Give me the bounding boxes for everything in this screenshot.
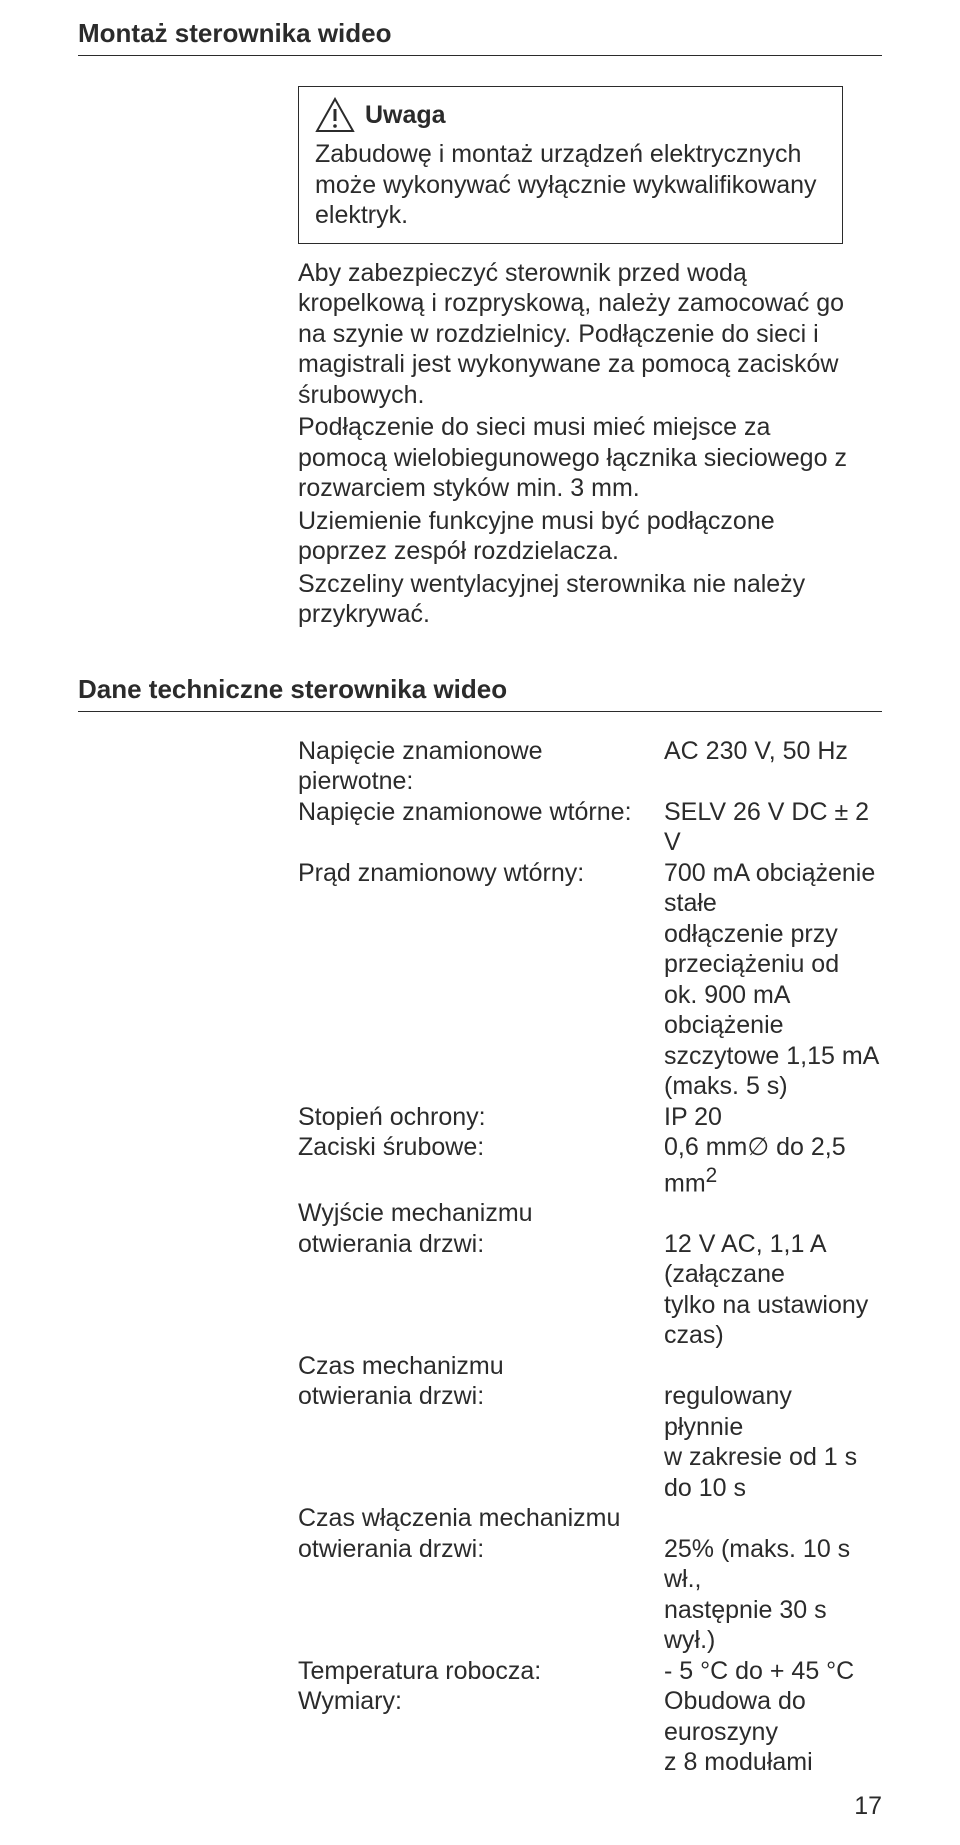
spec-row-door-time: Czas mechanizmu: [298, 1351, 878, 1382]
spec-label: otwierania drzwi:: [298, 1381, 664, 1442]
warning-label: Uwaga: [365, 101, 446, 130]
spec-value: [664, 1198, 878, 1229]
spec-value: IP 20: [664, 1102, 878, 1133]
spec-row-door-on-time: Czas włączenia mechanizmu: [298, 1503, 878, 1534]
spec-row-protection: Stopień ochrony: IP 20: [298, 1102, 878, 1133]
body-paragraph: Aby zabezpieczyć sterownik przed wodą kr…: [298, 258, 858, 411]
spec-label: Napięcie znamionowe pierwotne:: [298, 736, 664, 797]
spec-value: 700 mA obciążenie stałe: [664, 858, 878, 919]
spec-value: Obudowa do euroszyny: [664, 1686, 878, 1747]
spec-value-cont: tylko na ustawiony czas): [664, 1290, 878, 1351]
body-paragraph-group: Aby zabezpieczyć sterownik przed wodą kr…: [298, 258, 858, 630]
spec-value: AC 230 V, 50 Hz: [664, 736, 878, 797]
spec-label: Wyjście mechanizmu: [298, 1198, 664, 1229]
spec-value: 25% (maks. 10 s wł.,: [664, 1534, 878, 1595]
spec-row-door-time-2: otwierania drzwi: regulowany płynnie: [298, 1381, 878, 1442]
spec-row-door-output: Wyjście mechanizmu: [298, 1198, 878, 1229]
spec-value: regulowany płynnie: [664, 1381, 878, 1442]
body-paragraph: Szczeliny wentylacyjnej sterownika nie n…: [298, 569, 858, 630]
spec-row-secondary-current: Prąd znamionowy wtórny: 700 mA obciążeni…: [298, 858, 878, 919]
spec-value-pre: 0,6 mm: [664, 1133, 747, 1161]
spec-label: Stopień ochrony:: [298, 1102, 664, 1133]
spec-label: Zaciski śrubowe:: [298, 1132, 664, 1198]
spec-row-temperature: Temperatura robocza: - 5 °C do + 45 °C: [298, 1656, 878, 1687]
body-paragraph: Uziemienie funkcyjne musi być podłączone…: [298, 506, 858, 567]
spec-label: Prąd znamionowy wtórny:: [298, 858, 664, 919]
spec-value: [664, 1503, 878, 1534]
spec-value: 0,6 mm∅ do 2,5 mm2: [664, 1132, 878, 1198]
spec-label: Napięcie znamionowe wtórne:: [298, 797, 664, 858]
spec-label: otwierania drzwi:: [298, 1534, 664, 1595]
spec-row-secondary-voltage: Napięcie znamionowe wtórne: SELV 26 V DC…: [298, 797, 878, 858]
warning-triangle-icon: [315, 97, 355, 133]
page-number: 17: [78, 1792, 882, 1821]
warning-text: Zabudowę i montaż urządzeń elektrycznych…: [315, 139, 826, 231]
spec-value-cont: odłączenie przy przeciążeniu od ok. 900 …: [664, 919, 878, 1011]
spec-label: Czas włączenia mechanizmu: [298, 1503, 664, 1534]
subsection-title: Dane techniczne sterownika wideo: [78, 674, 882, 712]
spec-label: Czas mechanizmu: [298, 1351, 664, 1382]
spec-row-primary-voltage: Napięcie znamionowe pierwotne: AC 230 V,…: [298, 736, 878, 797]
spec-label: otwierania drzwi:: [298, 1229, 664, 1290]
spec-block: Napięcie znamionowe pierwotne: AC 230 V,…: [298, 736, 878, 1778]
spec-value-cont: obciążenie szczytowe 1,15 mA (maks. 5 s): [664, 1010, 878, 1102]
section-title: Montaż sterownika wideo: [78, 18, 882, 56]
spec-value: [664, 1351, 878, 1382]
body-paragraph: Podłączenie do sieci musi mieć miejsce z…: [298, 412, 858, 504]
spec-row-door-output-2: otwierania drzwi: 12 V AC, 1,1 A (załącz…: [298, 1229, 878, 1290]
spec-value: SELV 26 V DC ± 2 V: [664, 797, 878, 858]
superscript: 2: [706, 1164, 718, 1187]
spec-label: Temperatura robocza:: [298, 1656, 664, 1687]
warning-box: Uwaga Zabudowę i montaż urządzeń elektry…: [298, 86, 843, 244]
spec-row-screw-terminals: Zaciski śrubowe: 0,6 mm∅ do 2,5 mm2: [298, 1132, 878, 1198]
spec-value: - 5 °C do + 45 °C: [664, 1656, 878, 1687]
spec-label: Wymiary:: [298, 1686, 664, 1747]
spec-value-cont: następnie 30 s wył.): [664, 1595, 878, 1656]
spec-value-cont: z 8 modułami: [664, 1747, 878, 1778]
spec-value: 12 V AC, 1,1 A (załączane: [664, 1229, 878, 1290]
spec-value-cont: w zakresie od 1 s do 10 s: [664, 1442, 878, 1503]
spec-row-dimensions: Wymiary: Obudowa do euroszyny: [298, 1686, 878, 1747]
diameter-icon: ∅: [747, 1133, 769, 1161]
spec-row-door-on-time-2: otwierania drzwi: 25% (maks. 10 s wł.,: [298, 1534, 878, 1595]
